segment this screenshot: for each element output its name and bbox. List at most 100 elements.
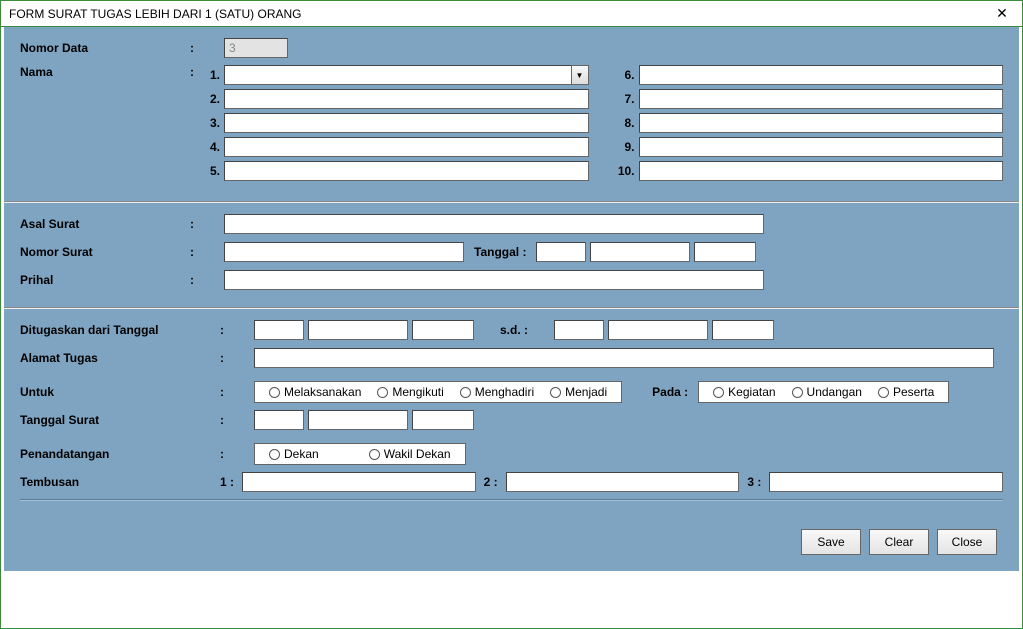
window-close-button[interactable]: ✕	[982, 1, 1022, 26]
tgl-ref-m[interactable]	[590, 242, 690, 262]
colon: :	[220, 413, 232, 427]
close-button[interactable]: Close	[937, 529, 997, 555]
nama-num-3: 3.	[202, 116, 224, 130]
alamat-tugas-input[interactable]	[254, 348, 994, 368]
panel-surat: Asal Surat : Nomor Surat : Tanggal : Pri…	[4, 203, 1019, 307]
tgl-mulai-y[interactable]	[412, 320, 474, 340]
nama-10-input[interactable]	[639, 161, 1004, 181]
label-tembusan: Tembusan	[20, 475, 220, 489]
colon: :	[190, 217, 202, 231]
inner-separator	[20, 499, 1003, 501]
titlebar: FORM SURAT TUGAS LEBIH DARI 1 (SATU) ORA…	[1, 1, 1022, 27]
radio-icon	[369, 449, 380, 460]
radio-icon	[713, 387, 724, 398]
label-penandatangan: Penandatangan	[20, 447, 220, 461]
window-title: FORM SURAT TUGAS LEBIH DARI 1 (SATU) ORA…	[9, 7, 301, 21]
form-window: FORM SURAT TUGAS LEBIH DARI 1 (SATU) ORA…	[0, 0, 1023, 629]
radio-icon	[269, 387, 280, 398]
label-prihal: Prihal	[20, 273, 190, 287]
pada-radio-group: Kegiatan Undangan Peserta	[698, 381, 949, 403]
tgl-selesai-y[interactable]	[712, 320, 774, 340]
colon: :	[220, 323, 232, 337]
tgl-mulai-m[interactable]	[308, 320, 408, 340]
nama-num-4: 4.	[202, 140, 224, 154]
tembusan-3-input[interactable]	[769, 472, 1003, 492]
nama-num-10: 10.	[617, 164, 639, 178]
untuk-radio-group: Melaksanakan Mengikuti Menghadiri Menjad…	[254, 381, 622, 403]
tgl-mulai-d[interactable]	[254, 320, 304, 340]
nama-num-9: 9.	[617, 140, 639, 154]
nama-4-input[interactable]	[224, 137, 589, 157]
colon: :	[190, 245, 202, 259]
nama-3-input[interactable]	[224, 113, 589, 133]
nama-num-6: 6.	[617, 68, 639, 82]
radio-wakil-dekan[interactable]: Wakil Dekan	[363, 447, 457, 461]
tgl-selesai-m[interactable]	[608, 320, 708, 340]
label-asal-surat: Asal Surat	[20, 217, 190, 231]
radio-peserta[interactable]: Peserta	[872, 385, 940, 399]
nama-num-5: 5.	[202, 164, 224, 178]
tgl-surat-y[interactable]	[412, 410, 474, 430]
label-nomor-data: Nomor Data	[20, 41, 190, 55]
nama-num-7: 7.	[617, 92, 639, 106]
tgl-surat-m[interactable]	[308, 410, 408, 430]
tanggal-ref-group	[536, 242, 756, 262]
radio-menjadi[interactable]: Menjadi	[544, 385, 613, 399]
panel-identitas: Nomor Data : Nama : 1. ▼	[4, 27, 1019, 201]
label-tanggal-surat: Tanggal Surat	[20, 413, 220, 427]
nama-2-input[interactable]	[224, 89, 589, 109]
tgl-ref-y[interactable]	[694, 242, 756, 262]
radio-icon	[550, 387, 561, 398]
nomor-data-field	[224, 38, 288, 58]
colon: :	[220, 351, 232, 365]
radio-kegiatan[interactable]: Kegiatan	[707, 385, 781, 399]
radio-menghadiri[interactable]: Menghadiri	[454, 385, 540, 399]
tembusan-num-3: 3 :	[747, 475, 761, 489]
prihal-input[interactable]	[224, 270, 764, 290]
colon: :	[220, 385, 232, 399]
radio-icon	[377, 387, 388, 398]
tembusan-1-input[interactable]	[242, 472, 476, 492]
button-bar: Save Clear Close	[4, 513, 1019, 571]
tembusan-2-input[interactable]	[506, 472, 740, 492]
label-tanggal-ref: Tanggal :	[464, 245, 536, 259]
colon: :	[190, 41, 202, 55]
nama-num-8: 8.	[617, 116, 639, 130]
chevron-down-icon[interactable]: ▼	[571, 65, 589, 85]
save-button[interactable]: Save	[801, 529, 861, 555]
radio-mengikuti[interactable]: Mengikuti	[371, 385, 449, 399]
radio-icon	[269, 449, 280, 460]
clear-button[interactable]: Clear	[869, 529, 929, 555]
radio-icon	[878, 387, 889, 398]
label-ditugaskan: Ditugaskan dari Tanggal	[20, 323, 220, 337]
nama-8-input[interactable]	[639, 113, 1004, 133]
nama-num-2: 2.	[202, 92, 224, 106]
close-icon: ✕	[996, 5, 1008, 22]
tgl-surat-d[interactable]	[254, 410, 304, 430]
nomor-surat-input[interactable]	[224, 242, 464, 262]
nama-7-input[interactable]	[639, 89, 1004, 109]
label-nomor-surat: Nomor Surat	[20, 245, 190, 259]
radio-melaksanakan[interactable]: Melaksanakan	[263, 385, 367, 399]
penandatangan-radio-group: Dekan Wakil Dekan	[254, 443, 466, 465]
tgl-selesai-group	[554, 320, 774, 340]
nama-9-input[interactable]	[639, 137, 1004, 157]
label-untuk: Untuk	[20, 385, 220, 399]
radio-undangan[interactable]: Undangan	[786, 385, 868, 399]
tgl-ref-d[interactable]	[536, 242, 586, 262]
nama-5-input[interactable]	[224, 161, 589, 181]
nama-1-input[interactable]	[224, 65, 571, 85]
label-alamat-tugas: Alamat Tugas	[20, 351, 220, 365]
radio-dekan[interactable]: Dekan	[263, 447, 359, 461]
colon: :	[220, 447, 232, 461]
nama-6-input[interactable]	[639, 65, 1004, 85]
colon: :	[190, 65, 202, 79]
nama-1-combo[interactable]: ▼	[224, 65, 589, 85]
radio-icon	[460, 387, 471, 398]
tgl-selesai-d[interactable]	[554, 320, 604, 340]
colon: :	[190, 273, 202, 287]
asal-surat-input[interactable]	[224, 214, 764, 234]
nama-num-1: 1.	[202, 68, 224, 82]
label-pada: Pada :	[622, 385, 698, 399]
tgl-surat-group	[254, 410, 474, 430]
